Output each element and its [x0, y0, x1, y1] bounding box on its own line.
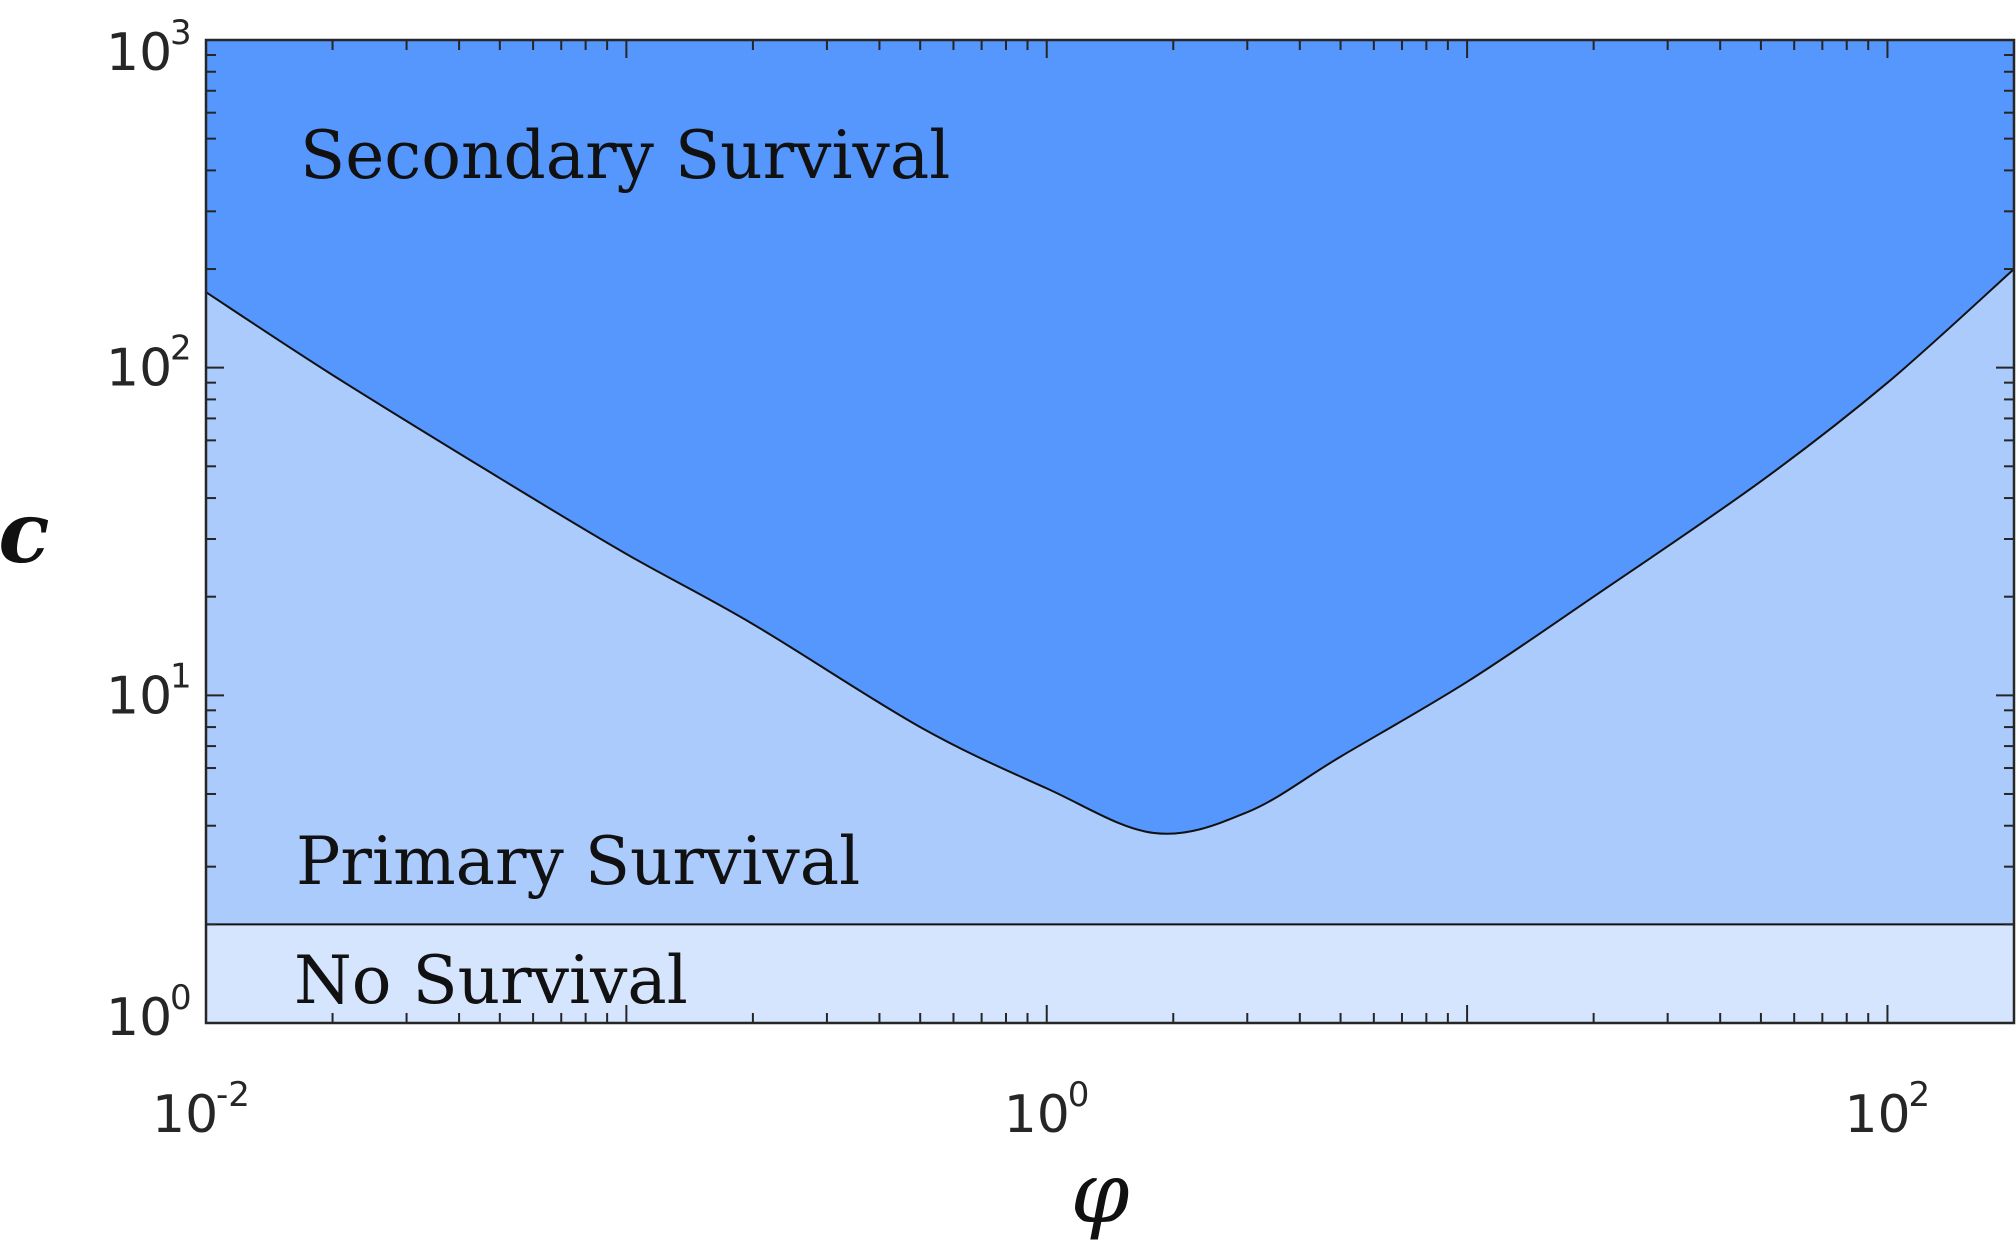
- secondary-boundary-line: [205, 268, 2015, 835]
- y-tick-label: 101: [106, 656, 192, 726]
- y-tick-label: 100: [106, 978, 192, 1048]
- plot-frame: [204, 38, 2016, 1025]
- x-tick-label-base: 10: [1844, 1085, 1910, 1145]
- y-tick-label-base: 10: [106, 23, 172, 83]
- x-tick-label-base: 10: [1004, 1085, 1070, 1145]
- x-tick-label: 102: [1844, 1075, 1930, 1145]
- x-tick-labels: 10-2 100 102: [152, 1075, 1930, 1145]
- secondary-survival-label: Secondary Survival: [300, 117, 950, 194]
- y-axis-label: c: [0, 483, 50, 582]
- y-tick-label-exponent: 1: [170, 656, 192, 696]
- y-tick-label-exponent: 0: [170, 978, 192, 1018]
- x-tick-label-exponent: 2: [1908, 1075, 1930, 1115]
- x-tick-label-exponent: 0: [1068, 1075, 1090, 1115]
- x-tick-label-base: 10: [152, 1085, 218, 1145]
- no-survival-region: [206, 924, 2014, 1023]
- y-tick-label-base: 10: [106, 339, 172, 399]
- y-tick-label-base: 10: [106, 988, 172, 1048]
- y-tick-label-exponent: 2: [170, 329, 192, 369]
- secondary-survival-region: [206, 40, 2014, 834]
- no-survival-label: No Survival: [294, 942, 688, 1019]
- x-tick-label: 100: [1004, 1075, 1090, 1145]
- x-tick-label: 10-2: [152, 1075, 250, 1145]
- x-axis-label: φ: [1071, 1144, 1130, 1242]
- primary-survival-label: Primary Survival: [296, 823, 860, 900]
- y-tick-label: 102: [106, 329, 192, 399]
- y-tick-label-base: 10: [106, 666, 172, 726]
- x-tick-label-exponent: -2: [216, 1075, 250, 1115]
- y-tick-label-exponent: 3: [170, 13, 192, 53]
- y-tick-label: 103: [106, 13, 192, 83]
